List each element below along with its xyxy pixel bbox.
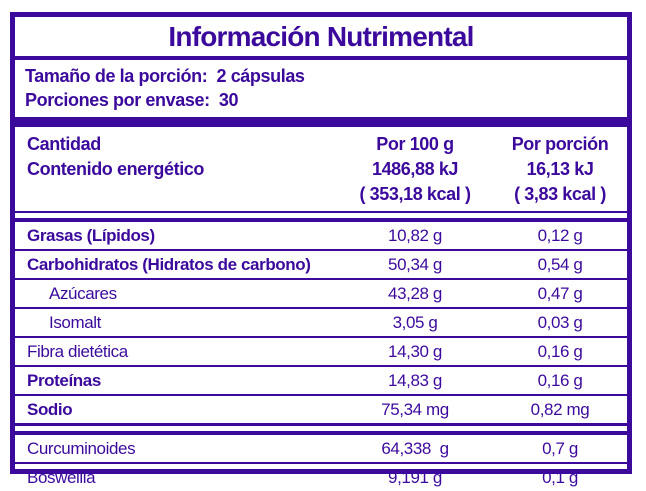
per-100g-value: 50,34 g (388, 255, 442, 274)
servings-per-container-line: Porciones por envase: 30 (25, 90, 239, 110)
serving-info: Tamaño de la porción: 2 cápsulas Porcion… (15, 60, 627, 117)
per-portion-value: 0,7 g (542, 439, 578, 458)
thick-separator-bar (15, 117, 627, 127)
table-row: Proteínas 14,83 g 0,16 g (15, 367, 627, 396)
table-row: Isomalt 3,05 g 0,03 g (15, 309, 627, 338)
per-portion-value: 0,1 g (542, 468, 578, 487)
per-portion-kj: 16,13 kJ (526, 159, 594, 179)
table-row: Carbohidratos (Hidratos de carbono) 50,3… (15, 251, 627, 280)
table-row: Azúcares 43,28 g 0,47 g (15, 280, 627, 309)
nutrient-name: Sodio (27, 400, 73, 419)
per-100g-value: 43,28 g (388, 284, 442, 303)
nutrient-name: Azúcares (49, 284, 117, 303)
nutrient-name: Fibra dietética (27, 342, 128, 361)
nutrient-name: Carbohidratos (Hidratos de carbono) (27, 255, 311, 274)
label-title: Información Nutrimental (15, 17, 627, 60)
nutrient-name: Isomalt (49, 313, 101, 332)
table-row: Curcuminoides 64,338 g 0,7 g (15, 435, 627, 464)
per-100g-kcal: ( 353,18 kcal ) (359, 184, 471, 204)
per-portion-title: Por porción (511, 134, 609, 154)
per-portion-value: 0,16 g (537, 371, 583, 390)
per-100g-value: 64,338 g (381, 439, 449, 458)
per-100g-column-header: Por 100 g 1486,88 kJ ( 353,18 kcal ) (330, 132, 500, 207)
per-portion-value: 0,16 g (537, 342, 583, 361)
per-portion-value: 0,03 g (537, 313, 583, 332)
energy-header-labels: Cantidad Contenido energético (15, 132, 330, 182)
per-100g-kj: 1486,88 kJ (371, 159, 459, 179)
energy-content-label: Contenido energético (27, 159, 205, 179)
table-row: Grasas (Lípidos) 10,82 g 0,12 g (15, 222, 627, 251)
supplement-rows: Curcuminoides 64,338 g 0,7 g Boswellia 9… (15, 431, 627, 491)
per-portion-value: 0,82 mg (530, 400, 590, 419)
table-row: Fibra dietética 14,30 g 0,16 g (15, 338, 627, 367)
per-100g-value: 14,30 g (388, 342, 442, 361)
energy-header: Cantidad Contenido energético Por 100 g … (15, 127, 627, 213)
amount-label: Cantidad (27, 134, 101, 154)
per-100g-value: 3,05 g (392, 313, 438, 332)
nutrient-name: Proteínas (27, 371, 101, 390)
per-portion-value: 0,47 g (537, 284, 583, 303)
nutrition-label: Información Nutrimental Tamaño de la por… (10, 12, 632, 487)
nutrient-rows: Grasas (Lípidos) 10,82 g 0,12 g Carbohid… (15, 218, 627, 426)
table-row: Boswellia 9,191 g 0,1 g (15, 464, 627, 491)
per-portion-column-header: Por porción 16,13 kJ ( 3,83 kcal ) (500, 132, 620, 207)
per-100g-value: 14,83 g (388, 371, 442, 390)
per-portion-kcal: ( 3,83 kcal ) (514, 184, 606, 204)
per-100g-value: 10,82 g (388, 226, 442, 245)
per-100g-value: 75,34 mg (381, 400, 449, 419)
per-100g-value: 9,191 g (388, 468, 442, 487)
nutrient-name: Boswellia (27, 468, 96, 487)
nutrient-name: Grasas (Lípidos) (27, 226, 155, 245)
serving-size-line: Tamaño de la porción: 2 cápsulas (25, 66, 305, 86)
table-row: Sodio 75,34 mg 0,82 mg (15, 396, 627, 423)
per-100g-title: Por 100 g (376, 134, 454, 154)
per-portion-value: 0,12 g (537, 226, 583, 245)
per-portion-value: 0,54 g (537, 255, 583, 274)
nutrient-name: Curcuminoides (27, 439, 136, 458)
